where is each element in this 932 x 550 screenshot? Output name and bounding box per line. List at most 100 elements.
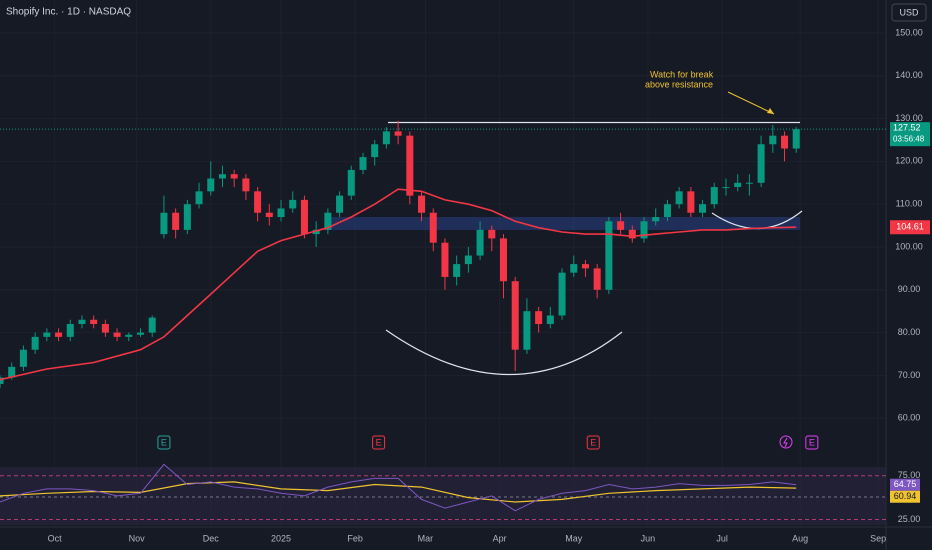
candle-body <box>441 242 449 277</box>
x-tick-label: Sep <box>870 533 886 543</box>
candle-body <box>617 221 625 230</box>
x-tick-label: Apr <box>493 533 507 543</box>
dividend-icon[interactable] <box>779 435 793 449</box>
rsi-line <box>0 463 797 512</box>
event-label: E <box>161 437 167 447</box>
candle-body <box>242 178 250 192</box>
candle-body <box>593 268 601 290</box>
price-label-box <box>890 122 930 147</box>
candle-body <box>207 178 215 192</box>
candle-body <box>347 169 355 196</box>
y-tick-label: 150.00 <box>895 27 923 37</box>
candle-body <box>581 264 589 269</box>
candle-body <box>418 195 426 213</box>
candle-body <box>499 238 508 282</box>
x-tick-label: Mar <box>418 533 434 543</box>
candle-body <box>769 135 777 145</box>
x-tick-label: Feb <box>347 533 363 543</box>
candle-body <box>336 195 344 213</box>
event-label: E <box>376 437 382 447</box>
currency: USD <box>899 7 919 17</box>
candle-body <box>792 129 800 149</box>
candle-body <box>148 317 156 333</box>
event-label: E <box>809 437 815 447</box>
candle-body <box>406 135 414 196</box>
candle-body <box>113 332 121 337</box>
candle-body <box>558 272 566 316</box>
candle-body <box>183 204 191 230</box>
candle-body <box>277 208 285 218</box>
event-marker <box>372 435 386 450</box>
candle-body <box>289 199 297 209</box>
candle-body <box>8 366 16 378</box>
candle-body <box>382 131 390 145</box>
candle-body <box>652 217 660 222</box>
candle-body <box>136 332 145 335</box>
y-tick-label: 140.00 <box>895 70 923 80</box>
candle-body <box>160 212 168 235</box>
candle-body <box>781 135 789 149</box>
candle-body <box>31 336 39 350</box>
candle-body <box>300 199 308 235</box>
annotation: above resistance <box>645 79 713 89</box>
candle-body <box>640 221 648 239</box>
y-tick-label: 60.00 <box>898 413 921 423</box>
rsi-ma-line <box>0 481 797 503</box>
candle-body <box>745 182 753 184</box>
candle-body <box>699 204 707 213</box>
candle-body <box>675 191 683 205</box>
candle-body <box>722 187 730 189</box>
y-tick-label: 100.00 <box>895 241 923 251</box>
event-label: E <box>590 437 596 447</box>
candle-body <box>570 264 578 273</box>
candle-body <box>324 212 332 230</box>
candle-body <box>66 324 74 337</box>
candle-body <box>663 204 671 218</box>
moving-average <box>0 188 797 381</box>
annotation: Watch for break <box>650 69 714 79</box>
candle-body <box>710 187 718 205</box>
candle-body <box>628 229 636 239</box>
y-tick-label: 120.00 <box>895 156 923 166</box>
last-price: 127.52 <box>893 123 921 133</box>
candle-body <box>230 174 238 179</box>
candle-body <box>359 157 367 170</box>
dividend-icon <box>783 437 788 448</box>
x-tick-label: Jun <box>641 533 656 543</box>
candle-body <box>488 229 496 239</box>
candle-body <box>90 319 98 325</box>
rsi-ma-last-value: 60.94 <box>894 491 917 501</box>
y-tick-label: 90.00 <box>898 284 921 294</box>
candle-body <box>429 212 437 243</box>
cup-arc <box>385 329 623 376</box>
candle-body <box>195 191 203 205</box>
rsi-label-box <box>890 478 920 491</box>
candle-body <box>218 174 226 179</box>
rsi-tick-label: 25.00 <box>898 514 921 524</box>
currency-box[interactable] <box>891 3 927 22</box>
y-tick-label: 70.00 <box>898 370 921 380</box>
candle-body <box>172 212 180 230</box>
candle-body <box>312 229 320 235</box>
candle-body <box>394 131 402 136</box>
event-marker <box>586 435 600 450</box>
candle-body <box>511 281 519 350</box>
candle-body <box>55 332 63 337</box>
candle-body <box>78 319 86 325</box>
x-tick-label: Nov <box>129 533 146 543</box>
candle-body <box>464 255 472 265</box>
candle-body <box>546 315 554 325</box>
rsi-last-value: 64.75 <box>894 479 917 489</box>
event-marker <box>157 435 171 450</box>
candle-body <box>453 264 461 277</box>
arrow-head <box>767 108 774 114</box>
candle-body <box>535 311 543 325</box>
candle-body <box>734 182 742 188</box>
support-zone <box>330 217 800 230</box>
candle-body <box>476 229 484 256</box>
candle-body <box>265 212 273 218</box>
ma-last-value: 104.61 <box>896 222 924 232</box>
y-tick-label: 80.00 <box>898 327 921 337</box>
